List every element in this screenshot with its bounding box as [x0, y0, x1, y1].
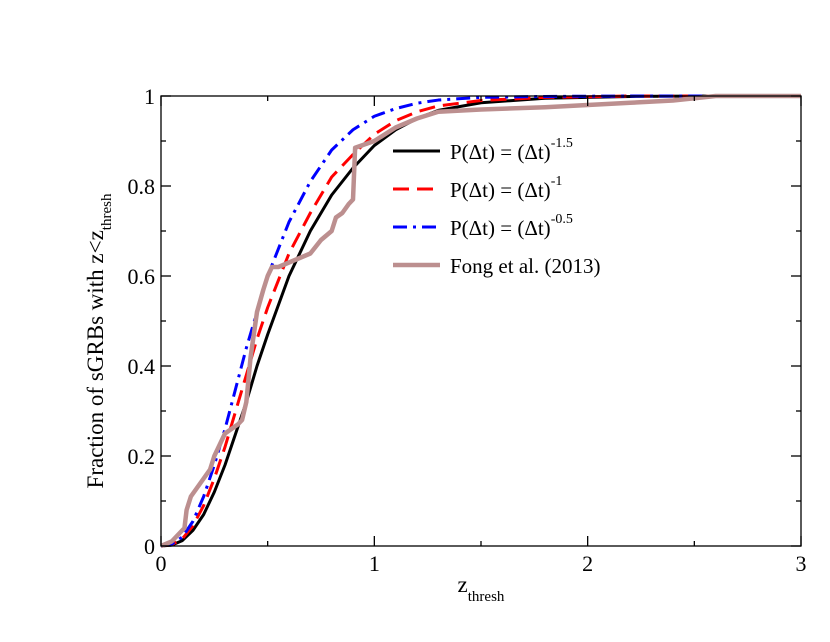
legend-label-1: P(Δt) = (Δt)-1.5 — [450, 136, 573, 164]
x-tick-label: 1 — [369, 551, 380, 576]
legend-label-main: P(Δt) = (Δt) — [450, 178, 551, 202]
series-layer — [160, 93, 801, 549]
legend: P(Δt) = (Δt)-1.5P(Δt) = (Δt)-1P(Δt) = (Δ… — [393, 136, 600, 278]
tick-layer — [160, 95, 802, 547]
y-tick-label: 0 — [144, 534, 155, 559]
legend-label-exponent: -1.5 — [551, 136, 573, 151]
y-tick-label: 0.6 — [128, 264, 156, 289]
series-line-1 — [160, 94, 801, 548]
y-tick-label: 0.8 — [128, 174, 156, 199]
legend-label-3: P(Δt) = (Δt)-0.5 — [450, 212, 573, 240]
x-axis-title-sub: thresh — [468, 589, 505, 605]
y-tick-label: 0.2 — [128, 444, 156, 469]
legend-label-main: P(Δt) = (Δt) — [450, 140, 551, 164]
x-tick-label: 3 — [796, 551, 807, 576]
y-tick-label: 0.4 — [128, 354, 156, 379]
legend-label-exponent: -1 — [551, 174, 563, 189]
x-axis-title: zthresh — [458, 572, 505, 605]
legend-label-exponent: -0.5 — [551, 212, 573, 227]
tick-label-layer: 0 1 2 3 0 0.2 0.4 0.6 0.8 1 — [128, 84, 807, 576]
y-axis-title-sub: thresh — [99, 193, 115, 230]
legend-label-2: P(Δt) = (Δt)-1 — [450, 174, 562, 202]
series-line-2 — [160, 94, 801, 548]
legend-label-4: Fong et al. (2013) — [450, 254, 600, 278]
series-line-3 — [160, 94, 801, 548]
legend-label-main: Fong et al. (2013) — [450, 254, 600, 278]
legend-label-main: P(Δt) = (Δt) — [450, 216, 551, 240]
x-tick-label: 2 — [582, 551, 593, 576]
y-axis-title: Fraction of sGRBs with z<zthresh — [83, 193, 115, 488]
series-line-4 — [160, 93, 801, 549]
y-tick-label: 1 — [144, 84, 155, 109]
y-axis-title-main: Fraction of sGRBs with z<z — [83, 230, 108, 488]
x-tick-label: 0 — [156, 551, 167, 576]
x-axis-title-main: z — [458, 572, 468, 597]
